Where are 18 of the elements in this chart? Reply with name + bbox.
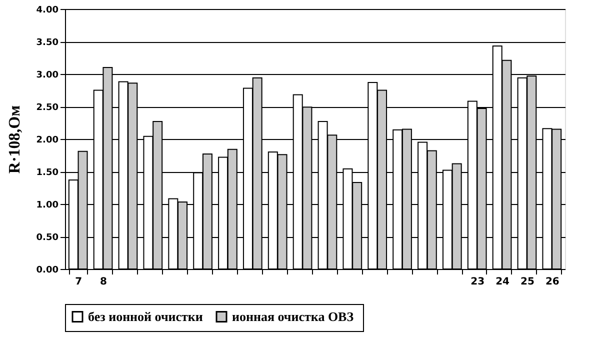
legend-label: ионная очистка ОВЗ <box>232 308 354 324</box>
x-tick-label: 23 <box>470 276 485 288</box>
y-tick-label: 2.50 <box>36 103 58 113</box>
y-tick-label: 2.00 <box>36 136 58 146</box>
y-tick-label: 3.00 <box>36 70 58 80</box>
x-tick-label: 25 <box>520 276 534 288</box>
x-tick-label: 26 <box>545 276 560 288</box>
y-tick-label: 1.00 <box>36 200 58 210</box>
y-axis-title: R·108,Ом <box>6 105 24 174</box>
y-tick-label: 1.50 <box>36 168 58 178</box>
y-tick-label: 0.00 <box>36 266 58 276</box>
y-tick-label: 0.50 <box>36 233 58 243</box>
x-tick-label: 7 <box>75 276 82 288</box>
x-tick-label: 8 <box>100 276 108 288</box>
y-tick-label: 3.50 <box>36 38 58 48</box>
y-tick-label: 4.00 <box>36 6 58 16</box>
legend-label: без ионной очистки <box>88 308 204 324</box>
x-tick-label: 24 <box>496 276 510 288</box>
